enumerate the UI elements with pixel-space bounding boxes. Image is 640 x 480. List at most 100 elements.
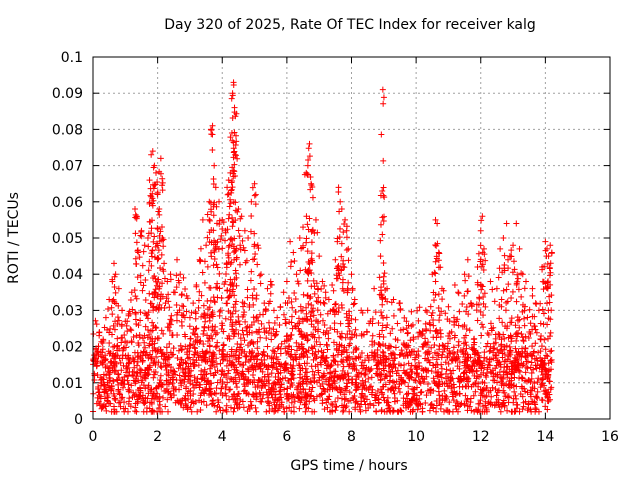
data-point xyxy=(224,370,231,377)
data-point xyxy=(315,367,322,374)
data-point xyxy=(291,258,298,265)
data-point xyxy=(548,347,555,354)
data-point xyxy=(428,312,435,319)
data-point xyxy=(426,319,433,326)
data-point xyxy=(249,294,256,301)
data-point xyxy=(282,345,289,352)
data-point xyxy=(473,307,480,314)
data-point xyxy=(222,354,229,361)
data-point xyxy=(158,364,165,371)
data-point xyxy=(110,361,117,368)
data-point xyxy=(330,339,337,346)
data-point xyxy=(510,258,517,265)
data-point xyxy=(537,361,544,368)
data-point xyxy=(291,290,298,297)
data-point xyxy=(318,374,325,381)
data-point xyxy=(350,301,357,308)
data-point xyxy=(348,315,355,322)
data-point xyxy=(132,293,139,300)
data-point xyxy=(267,298,274,305)
data-point xyxy=(368,383,375,390)
data-point xyxy=(102,356,109,363)
x-tick-label: 2 xyxy=(153,429,162,445)
data-point xyxy=(422,399,429,406)
data-point xyxy=(346,328,353,335)
data-point xyxy=(484,364,491,371)
data-point xyxy=(137,387,144,394)
data-point xyxy=(137,354,144,361)
chart-title: Day 320 of 2025, Rate Of TEC Index for r… xyxy=(164,17,536,33)
data-point xyxy=(149,341,156,348)
data-point xyxy=(398,347,405,354)
data-point xyxy=(463,374,470,381)
data-point xyxy=(430,375,437,382)
data-point xyxy=(250,366,257,373)
data-point xyxy=(423,342,430,349)
data-point xyxy=(417,330,424,337)
data-point xyxy=(157,228,164,235)
data-point xyxy=(368,349,375,356)
data-point xyxy=(219,357,226,364)
data-point xyxy=(230,154,237,161)
data-point xyxy=(274,396,281,403)
data-point xyxy=(307,293,314,300)
data-point xyxy=(332,256,339,263)
data-point xyxy=(379,322,386,329)
data-point xyxy=(426,407,433,414)
data-point xyxy=(185,388,192,395)
data-point xyxy=(353,376,360,383)
data-point xyxy=(369,320,376,327)
data-point xyxy=(244,294,251,301)
data-point xyxy=(325,335,332,342)
data-point xyxy=(207,390,214,397)
data-point xyxy=(436,250,443,257)
data-point xyxy=(323,365,330,372)
data-point xyxy=(294,393,301,400)
data-point xyxy=(150,238,157,245)
data-point xyxy=(366,368,373,375)
data-point xyxy=(191,352,198,359)
data-point xyxy=(106,371,113,378)
data-point xyxy=(118,321,125,328)
data-point xyxy=(204,234,211,241)
data-point xyxy=(502,351,509,358)
data-point xyxy=(205,324,212,331)
data-point xyxy=(251,362,258,369)
data-point xyxy=(266,400,273,407)
data-point xyxy=(163,377,170,384)
data-point xyxy=(529,292,536,299)
data-point xyxy=(548,292,555,299)
data-point xyxy=(170,345,177,352)
data-point xyxy=(173,284,180,291)
data-point xyxy=(527,391,534,398)
data-point xyxy=(416,329,423,336)
data-point xyxy=(215,246,222,253)
data-point xyxy=(323,341,330,348)
data-point xyxy=(270,380,277,387)
data-point xyxy=(152,286,159,293)
data-point xyxy=(184,355,191,362)
data-point xyxy=(160,268,167,275)
data-point xyxy=(455,338,462,345)
data-point xyxy=(508,381,515,388)
data-point xyxy=(518,293,525,300)
data-point xyxy=(201,390,208,397)
data-point xyxy=(151,294,158,301)
data-point xyxy=(274,314,281,321)
data-point xyxy=(544,321,551,328)
tick-labels: 0 2 4 6 8 10 12 14 1600.010.020.030.040.050.060.… xyxy=(52,50,619,445)
data-point xyxy=(430,317,437,324)
data-point xyxy=(139,262,146,269)
data-point xyxy=(479,362,486,369)
data-point xyxy=(225,215,232,222)
data-point xyxy=(196,397,203,404)
data-point xyxy=(111,260,118,267)
data-point xyxy=(214,294,221,301)
data-point xyxy=(113,376,120,383)
data-point xyxy=(209,146,216,153)
data-point xyxy=(433,361,440,368)
data-point xyxy=(344,289,351,296)
data-point xyxy=(240,373,247,380)
data-point xyxy=(247,277,254,284)
